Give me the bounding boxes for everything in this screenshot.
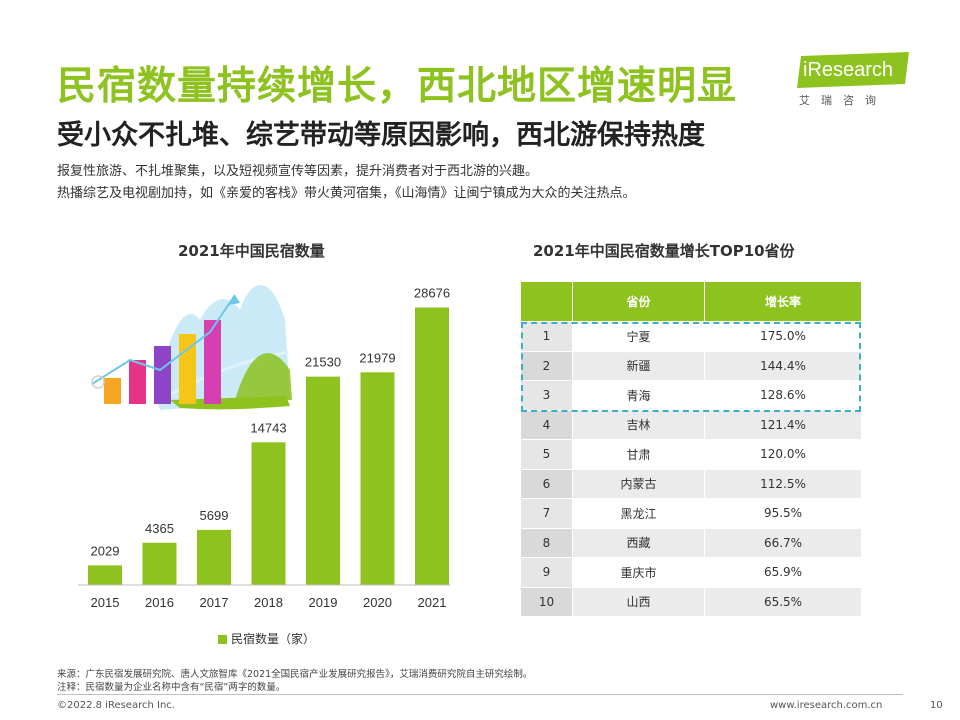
x-tick-2021: 2021: [418, 595, 447, 610]
header-province: 省份: [572, 281, 705, 322]
table-row: 8 西藏 66.7%: [520, 527, 862, 558]
footer-divider: [57, 694, 903, 695]
table-row: 1 宁夏 175.0%: [520, 321, 862, 352]
cell-province: 内蒙古: [572, 468, 705, 499]
table-row: 5 甘肃 120.0%: [520, 439, 862, 470]
value-label-2021: 28676: [414, 285, 450, 300]
decorative-chart-illustration: [91, 285, 292, 410]
cell-province: 山西: [572, 586, 705, 617]
cell-province: 青海: [572, 380, 705, 411]
description-line-2: 热播综艺及电视剧加持，如《亲爱的客栈》带火黄河宿集，《山海情》让闽宁镇成为大众的…: [57, 186, 636, 201]
footer-website: www.iresearch.com.cn: [770, 700, 883, 711]
header-growth: 增长率: [704, 281, 862, 322]
cell-province: 西藏: [572, 527, 705, 558]
iresearch-logo: iResearch 艾瑞咨询: [797, 50, 912, 110]
bar-2015: [88, 565, 122, 585]
table-row: 4 吉林 121.4%: [520, 409, 862, 440]
page-number: 10: [930, 700, 943, 711]
x-tick-2015: 2015: [91, 595, 120, 610]
description-line-1: 报复性旅游、不扎堆聚集，以及短视频宣传等因素，提升消费者对于西北游的兴趣。: [57, 164, 539, 179]
table-title: 2021年中国民宿数量增长TOP10省份: [533, 242, 795, 260]
cell-rank: 6: [520, 468, 573, 499]
cell-rank: 4: [520, 409, 573, 440]
legend-swatch: [218, 635, 227, 644]
page-subtitle: 受小众不扎堆、综艺带动等原因影响，西北游保持热度: [57, 120, 705, 151]
x-tick-2018: 2018: [254, 595, 283, 610]
logo-cn: 艾瑞咨询: [799, 94, 887, 107]
legend-label: 民宿数量（家）: [231, 632, 316, 646]
table-row: 7 黑龙江 95.5%: [520, 498, 862, 529]
cell-growth: 65.9%: [704, 557, 862, 588]
table-row: 2 新疆 144.4%: [520, 350, 862, 381]
x-tick-2020: 2020: [363, 595, 392, 610]
cell-rank: 5: [520, 439, 573, 470]
table-header-row: 省份 增长率: [520, 281, 862, 322]
bar-2021: [415, 307, 449, 585]
cell-province: 宁夏: [572, 321, 705, 352]
cell-growth: 95.5%: [704, 498, 862, 529]
page-title: 民宿数量持续增长，西北地区增速明显: [57, 64, 738, 109]
bar-chart-title: 2021年中国民宿数量: [178, 242, 325, 260]
value-label-2020: 21979: [359, 350, 395, 365]
bar-2018: [251, 442, 286, 585]
table-row: 9 重庆市 65.9%: [520, 557, 862, 588]
cell-rank: 9: [520, 557, 573, 588]
cell-province: 新疆: [572, 350, 705, 381]
value-label-2016: 4365: [145, 521, 174, 536]
bar-2019: [306, 376, 340, 585]
x-tick-2016: 2016: [145, 595, 174, 610]
x-tick-labels: 2015 2016 2017 2018 2019 2020 2021: [91, 595, 447, 610]
cell-province: 吉林: [572, 409, 705, 440]
value-label-2018: 14743: [250, 420, 286, 435]
top10-table: 省份 增长率 1 宁夏 175.0% 2 新疆 144.4% 3 青海 128.6% 4 吉林 121…: [520, 281, 862, 617]
value-label-2015: 2029: [91, 543, 120, 558]
cell-province: 黑龙江: [572, 498, 705, 529]
table-row: 3 青海 128.6%: [520, 380, 862, 411]
bar-series: [88, 307, 449, 585]
x-tick-2019: 2019: [309, 595, 338, 610]
bar-2020: [360, 372, 395, 585]
cell-growth: 128.6%: [704, 380, 862, 411]
table-row: 10 山西 65.5%: [520, 586, 862, 617]
annotation-note: 注释：民宿数量为企业名称中含有“民宿”两字的数量。: [57, 682, 286, 693]
cell-province: 甘肃: [572, 439, 705, 470]
cell-growth: 112.5%: [704, 468, 862, 499]
cell-growth: 175.0%: [704, 321, 862, 352]
cell-rank: 8: [520, 527, 573, 558]
chart-legend: 民宿数量（家）: [218, 630, 315, 647]
value-label-2017: 5699: [200, 508, 229, 523]
cell-growth: 121.4%: [704, 409, 862, 440]
x-tick-2017: 2017: [200, 595, 229, 610]
footer-copyright: ©2022.8 iResearch Inc.: [57, 700, 175, 711]
cell-growth: 120.0%: [704, 439, 862, 470]
logo-brand: iResearch: [803, 59, 894, 81]
cell-growth: 65.5%: [704, 586, 862, 617]
cell-rank: 2: [520, 350, 573, 381]
cell-province: 重庆市: [572, 557, 705, 588]
cell-growth: 144.4%: [704, 350, 862, 381]
cell-rank: 1: [520, 321, 573, 352]
cell-rank: 3: [520, 380, 573, 411]
cell-rank: 7: [520, 498, 573, 529]
value-label-2019: 21530: [305, 355, 341, 370]
value-labels: 2029 4365 5699 14743 21530 21979 28676: [91, 285, 451, 558]
cell-growth: 66.7%: [704, 527, 862, 558]
source-note: 来源：广东民宿发展研究院、唐人文旅智库《2021全国民宿产业发展研究报告》，艾瑞…: [57, 669, 533, 680]
bar-2016: [142, 542, 177, 585]
header-rank: [520, 281, 573, 322]
table-row: 6 内蒙古 112.5%: [520, 468, 862, 499]
bar-2017: [197, 529, 231, 585]
cell-rank: 10: [520, 586, 573, 617]
